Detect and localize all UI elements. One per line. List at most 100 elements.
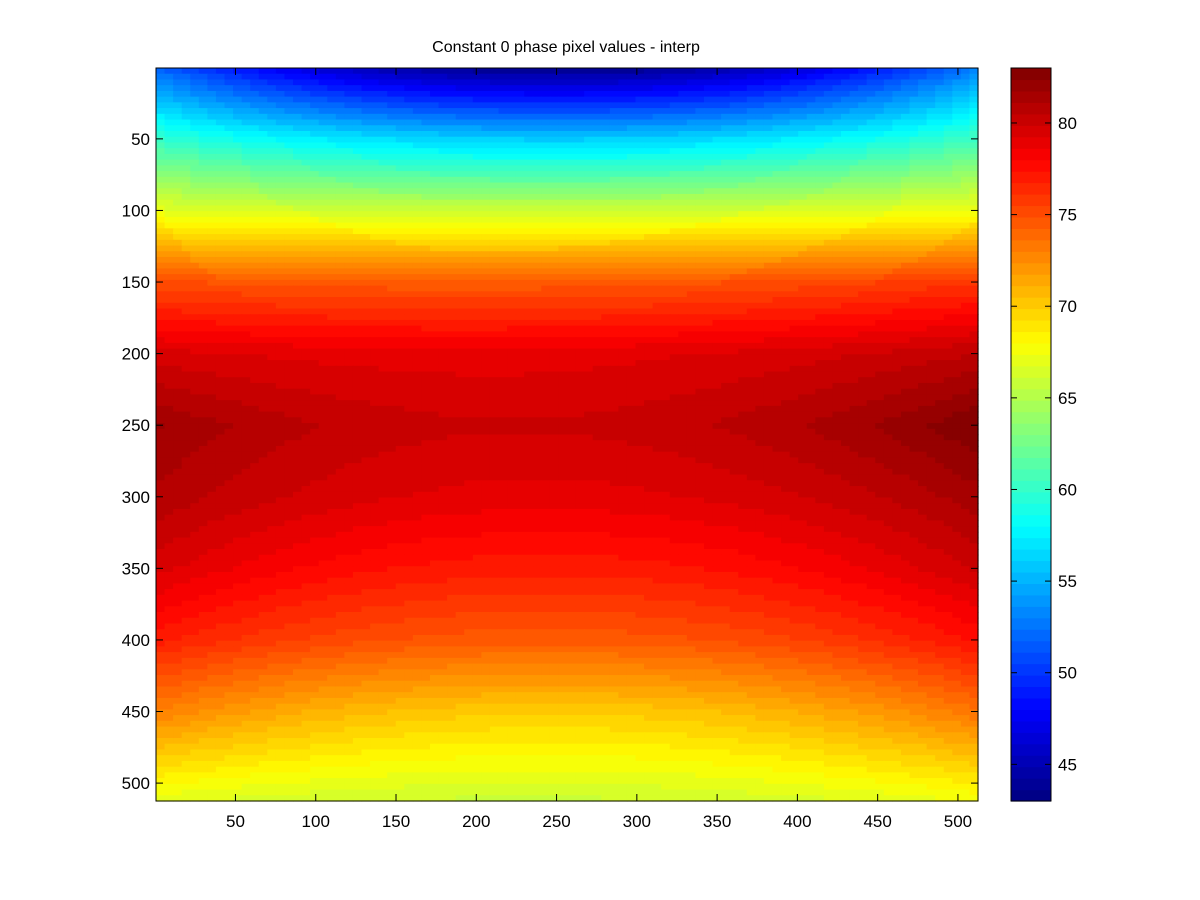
heatmap-cell <box>524 79 534 86</box>
heatmap-cell <box>575 256 585 264</box>
heatmap-cell <box>738 165 748 172</box>
heatmap-cell <box>318 337 328 344</box>
heatmap-cell <box>224 90 234 98</box>
heatmap-cell <box>378 73 388 81</box>
heatmap-cell <box>507 171 517 178</box>
heatmap-cell <box>772 256 782 264</box>
heatmap-cell <box>352 234 363 241</box>
heatmap-cell <box>712 136 722 144</box>
heatmap-cell <box>258 337 268 344</box>
heatmap-cell <box>481 262 491 270</box>
heatmap-cell <box>823 319 834 327</box>
heatmap-cell <box>284 297 294 304</box>
heatmap-cell <box>661 360 671 367</box>
heatmap-cell <box>815 136 825 144</box>
heatmap-cell <box>430 337 440 344</box>
heatmap-cell <box>729 314 739 321</box>
heatmap-cell <box>472 354 482 361</box>
heatmap-cell <box>361 153 371 161</box>
heatmap-cell <box>515 291 525 298</box>
heatmap-cell <box>421 331 431 338</box>
heatmap-cell <box>875 148 885 155</box>
heatmap-cell <box>284 314 294 321</box>
heatmap-cell <box>233 342 243 350</box>
heatmap-cell <box>592 348 602 355</box>
heatmap-cell <box>156 73 166 81</box>
heatmap-cell <box>763 256 774 264</box>
heatmap-cell <box>601 130 611 138</box>
heatmap-cell <box>781 148 791 155</box>
heatmap-cell <box>541 245 551 252</box>
heatmap-cell <box>515 308 525 315</box>
heatmap-cell <box>472 90 482 98</box>
heatmap-cell <box>841 319 851 327</box>
heatmap-cell <box>352 159 363 166</box>
heatmap-cell <box>644 354 654 361</box>
heatmap-cell <box>815 96 825 103</box>
heatmap-cell <box>404 274 414 281</box>
heatmap-cell <box>781 79 791 86</box>
heatmap-cell <box>609 348 619 355</box>
heatmap-cell <box>378 245 388 252</box>
heatmap-cell <box>926 199 936 207</box>
heatmap-cell <box>567 360 577 367</box>
heatmap-cell <box>858 211 868 218</box>
heatmap-cell <box>918 96 928 103</box>
heatmap-cell <box>515 360 525 367</box>
heatmap-cell <box>352 297 363 304</box>
heatmap-cell <box>815 302 825 310</box>
heatmap-cell <box>258 159 268 166</box>
heatmap-cell <box>678 285 688 292</box>
heatmap-cell <box>849 136 859 144</box>
heatmap-cell <box>644 256 654 264</box>
heatmap-cell <box>704 142 714 149</box>
heatmap-cell <box>875 171 885 178</box>
heatmap-cell <box>344 348 354 355</box>
heatmap-cell <box>215 337 226 344</box>
heatmap-cell <box>875 274 885 281</box>
heatmap-cell <box>378 348 388 355</box>
heatmap-cell <box>789 234 799 241</box>
heatmap-cell <box>935 279 945 287</box>
heatmap-cell <box>224 205 234 212</box>
heatmap-cell <box>395 125 405 132</box>
heatmap-cell <box>275 113 286 121</box>
heatmap-cell <box>652 176 662 184</box>
heatmap-cell <box>455 331 465 338</box>
heatmap-cell <box>327 297 337 304</box>
heatmap-cell <box>173 165 183 172</box>
heatmap-cell <box>198 331 208 338</box>
heatmap-cell <box>849 176 859 184</box>
heatmap-cell <box>721 216 731 224</box>
heatmap-cell <box>198 256 208 264</box>
heatmap-cell <box>395 331 405 338</box>
heatmap-cell <box>823 279 834 287</box>
heatmap-cell <box>729 193 739 201</box>
heatmap-cell <box>763 342 774 350</box>
heatmap-cell <box>858 274 868 281</box>
heatmap-cell <box>789 142 799 149</box>
heatmap-cell <box>224 302 234 310</box>
heatmap-cell <box>164 297 174 304</box>
heatmap-cell <box>515 342 525 350</box>
heatmap-cell <box>601 182 611 189</box>
heatmap-cell <box>258 262 268 270</box>
heatmap-cell <box>164 148 174 155</box>
heatmap-cell <box>156 136 166 144</box>
heatmap-cell <box>567 182 577 189</box>
heatmap-cell <box>712 96 722 103</box>
heatmap-cell <box>387 90 397 98</box>
heatmap-cell <box>207 268 217 275</box>
heatmap-cell <box>258 176 268 184</box>
heatmap-cell <box>224 182 234 189</box>
heatmap-cell <box>686 136 697 144</box>
heatmap-cell <box>755 337 765 344</box>
heatmap-cell <box>293 319 303 327</box>
heatmap-cell <box>883 325 893 333</box>
heatmap-cell <box>926 148 936 155</box>
heatmap-cell <box>738 239 748 247</box>
heatmap-cell <box>772 354 782 361</box>
heatmap-cell <box>361 193 371 201</box>
heatmap-cell <box>190 234 200 241</box>
heatmap-cell <box>960 193 971 201</box>
